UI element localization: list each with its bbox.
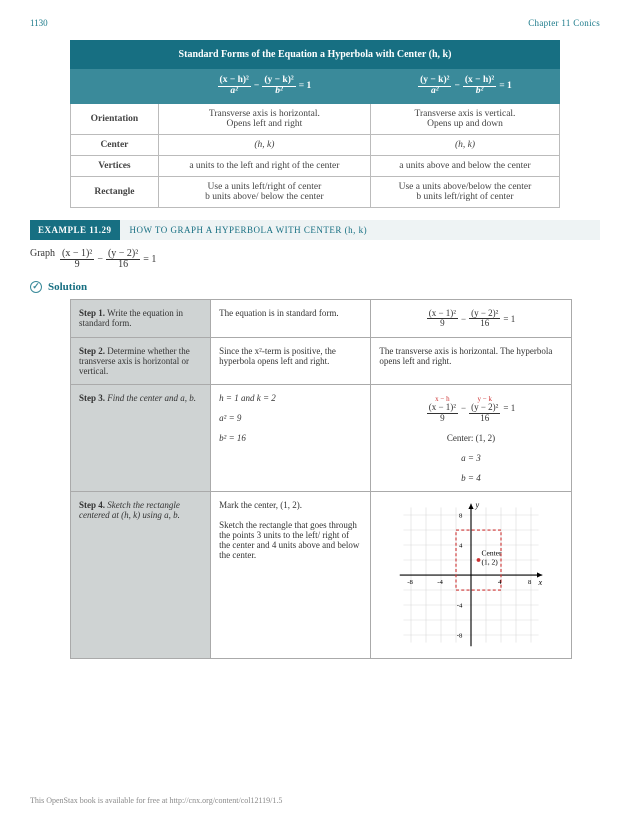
check-icon: ✓	[30, 281, 42, 293]
forms-blank	[70, 69, 158, 104]
example-tag: EXAMPLE 11.29	[30, 220, 120, 240]
svg-text:4: 4	[498, 579, 502, 586]
forms-eq1: (x − h)²a² − (y − k)²b² = 1	[158, 69, 370, 104]
table-row: Orientation Transverse axis is horizonta…	[70, 103, 559, 134]
attribution: This OpenStax book is available for free…	[30, 796, 282, 805]
svg-text:4: 4	[459, 542, 463, 549]
svg-text:y: y	[474, 501, 479, 510]
example-problem: Graph (x − 1)²9 − (y − 2)²16 = 1	[30, 248, 600, 271]
table-row: Step 2. Determine whether the transverse…	[71, 337, 572, 384]
table-row: Step 4. Sketch the rectangle centered at…	[71, 492, 572, 659]
table-row: Center (h, k) (h, k)	[70, 134, 559, 155]
step-label: Step 1. Write the equation in standard f…	[71, 299, 211, 337]
svg-text:(1, 2): (1, 2)	[481, 558, 498, 567]
svg-text:x: x	[537, 578, 542, 587]
example-title: HOW TO GRAPH A HYPERBOLA WITH CENTER (h,…	[120, 220, 600, 240]
solution-heading: ✓ Solution	[30, 281, 600, 293]
example-bar: EXAMPLE 11.29 HOW TO GRAPH A HYPERBOLA W…	[30, 220, 600, 240]
svg-text:8: 8	[459, 512, 463, 519]
svg-text:-4: -4	[457, 602, 463, 609]
table-row: Step 3. Find the center and a, b. h = 1 …	[71, 384, 572, 491]
table-row: Rectangle Use a units left/right of cent…	[70, 176, 559, 207]
svg-text:-8: -8	[457, 632, 463, 639]
svg-text:Center: Center	[481, 549, 501, 558]
page-number: 1130	[30, 18, 48, 28]
svg-text:8: 8	[528, 579, 532, 586]
forms-eq2: (y − k)²a² − (x − h)²b² = 1	[370, 69, 559, 104]
svg-text:-4: -4	[437, 579, 443, 586]
table-row: Vertices a units to the left and right o…	[70, 155, 559, 176]
steps-table: Step 1. Write the equation in standard f…	[70, 299, 572, 659]
forms-title: Standard Forms of the Equation a Hyperbo…	[70, 41, 559, 69]
page-header: 1130 Chapter 11 Conics	[30, 18, 600, 28]
table-row: Step 1. Write the equation in standard f…	[71, 299, 572, 337]
standard-forms-table: Standard Forms of the Equation a Hyperbo…	[70, 40, 560, 208]
graph-step4: Center (1, 2) x y -8 -4 4 8 8 4 -4 -8	[396, 500, 546, 650]
svg-text:-8: -8	[407, 579, 413, 586]
chapter-label: Chapter 11 Conics	[528, 18, 600, 28]
